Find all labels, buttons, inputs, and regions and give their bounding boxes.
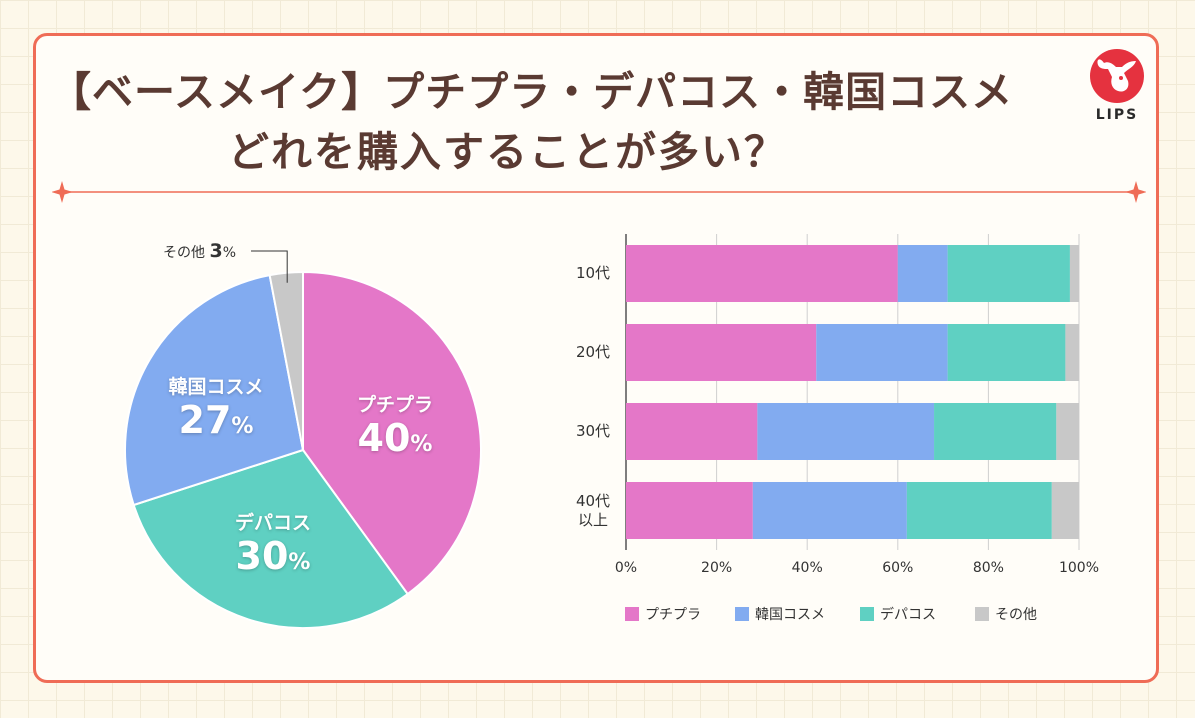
legend-swatch xyxy=(860,607,874,621)
pie-slice-1 xyxy=(132,448,410,629)
bar-segment xyxy=(1069,245,1079,302)
legend-swatch xyxy=(975,607,989,621)
x-tick-label: 0% xyxy=(614,560,638,576)
pie-label-value: 40% xyxy=(357,416,433,460)
legend-item: デパコス xyxy=(860,604,936,624)
chart-subtitle: どれを購入することが多い？ xyxy=(228,128,787,176)
pie-slice-0 xyxy=(302,270,482,596)
pie-label-depa: デパコス 30% xyxy=(203,508,343,584)
y-category-label: 30代 xyxy=(575,422,611,440)
bar-segment xyxy=(626,245,898,302)
logo-text: LIPS xyxy=(1095,107,1139,123)
pie-label-value: 27% xyxy=(178,398,254,442)
pie-label-name: プチプラ xyxy=(356,394,433,416)
lips-logo: LIPS xyxy=(1084,49,1150,133)
bar-segment xyxy=(1065,324,1079,381)
bar-segment xyxy=(626,324,817,381)
pie-label-name: デパコス xyxy=(234,512,311,534)
legend-item: プチプラ xyxy=(625,604,701,624)
pie-slice-2 xyxy=(124,273,305,507)
legend-label: 韓国コスメ xyxy=(755,607,825,623)
y-category-label: 40代 以上 xyxy=(575,491,611,529)
x-tick-label: 80% xyxy=(972,560,1004,576)
bar-segment xyxy=(947,324,1066,381)
bar-segment xyxy=(934,403,1057,460)
deer-icon xyxy=(1090,49,1144,103)
bar-segment xyxy=(626,403,758,460)
pie-label-name: その他 xyxy=(163,245,205,261)
pie-label-value: 30% xyxy=(235,534,311,578)
pie-label-value: 3 xyxy=(209,240,223,262)
legend-swatch xyxy=(735,607,749,621)
pie-label-korean: 韓国コスメ 27% xyxy=(146,372,286,448)
pie-leader-line xyxy=(251,250,288,283)
legend-swatch xyxy=(625,607,639,621)
pie-label-unit: % xyxy=(222,245,236,261)
bar-segment xyxy=(1056,403,1079,460)
x-tick-label: 20% xyxy=(701,560,733,576)
pie-label-name: 韓国コスメ xyxy=(168,376,264,398)
legend-label: その他 xyxy=(995,607,1037,623)
bar-segment xyxy=(757,403,935,460)
bar-segment xyxy=(947,245,1070,302)
x-tick-label: 40% xyxy=(791,560,823,576)
legend-item: 韓国コスメ xyxy=(735,604,825,624)
chart-title: 【ベースメイク】プチプラ・デパコス・韓国コスメ xyxy=(50,68,1014,116)
x-tick-label: 100% xyxy=(1058,560,1100,576)
bar-segment xyxy=(816,324,948,381)
bar-segment xyxy=(897,245,948,302)
bar-segment xyxy=(626,482,753,539)
bar-segment xyxy=(752,482,907,539)
legend-label: プチプラ xyxy=(645,607,701,623)
bar-segment xyxy=(1051,482,1079,539)
pie-label-petit: プチプラ 40% xyxy=(335,390,455,466)
legend-item: その他 xyxy=(975,604,1037,624)
pie-label-other: その他 3% xyxy=(163,240,236,262)
y-category-label: 10代 xyxy=(575,264,611,282)
x-tick-label: 60% xyxy=(882,560,914,576)
bar-segment xyxy=(906,482,1052,539)
legend-label: デパコス xyxy=(880,607,936,623)
pie-slice-3 xyxy=(268,270,304,451)
title-divider xyxy=(52,181,1146,203)
y-category-label: 20代 xyxy=(575,343,611,361)
